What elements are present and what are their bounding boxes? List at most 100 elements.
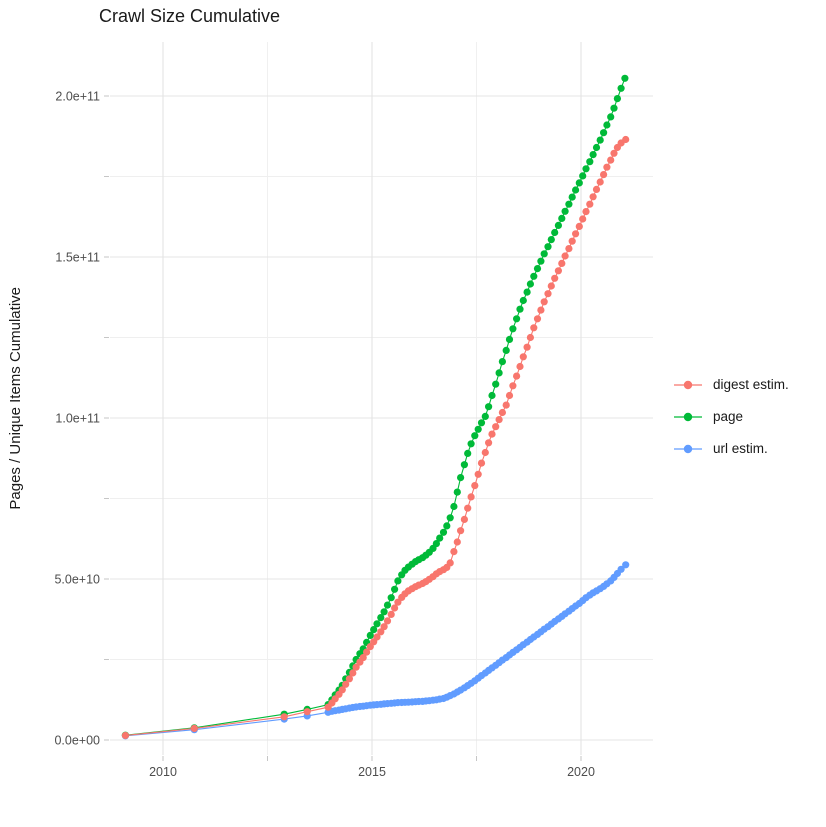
data-point[interactable] (474, 425, 482, 433)
data-point[interactable] (551, 228, 559, 237)
data-point[interactable] (592, 143, 601, 152)
data-point[interactable] (345, 675, 353, 683)
data-point[interactable] (596, 136, 604, 144)
data-point[interactable] (349, 669, 357, 677)
data-point[interactable] (471, 482, 479, 490)
data-point[interactable] (477, 419, 486, 427)
data-point[interactable] (467, 440, 475, 448)
data-point[interactable] (377, 628, 385, 636)
data-point[interactable] (338, 686, 346, 694)
data-point[interactable] (582, 165, 590, 173)
data-point[interactable] (394, 577, 402, 585)
data-point[interactable] (610, 149, 618, 157)
data-point[interactable] (464, 504, 472, 512)
data-point[interactable] (457, 474, 465, 482)
data-point[interactable] (568, 237, 576, 245)
data-point[interactable] (342, 680, 350, 688)
data-point[interactable] (394, 598, 402, 606)
data-point[interactable] (547, 282, 555, 290)
data-point[interactable] (505, 335, 514, 343)
data-point[interactable] (582, 208, 590, 216)
data-point[interactable] (464, 449, 472, 457)
data-point[interactable] (450, 502, 458, 511)
data-point[interactable] (558, 214, 566, 222)
data-point[interactable] (592, 185, 601, 193)
data-point[interactable] (505, 391, 514, 400)
data-point[interactable] (366, 631, 374, 640)
data-point[interactable] (509, 325, 517, 333)
data-point[interactable] (617, 84, 625, 92)
data-point[interactable] (600, 171, 608, 179)
data-point[interactable] (530, 324, 538, 332)
data-point[interactable] (474, 470, 482, 478)
data-point[interactable] (432, 540, 440, 548)
data-point[interactable] (387, 610, 395, 619)
data-point[interactable] (513, 315, 521, 323)
data-point[interactable] (561, 252, 569, 260)
data-point[interactable] (460, 461, 468, 469)
legend-item-url-estim-[interactable]: url estim. (672, 438, 789, 459)
legend-item-page[interactable]: page (672, 406, 789, 427)
data-point[interactable] (554, 267, 563, 275)
data-point[interactable] (446, 559, 454, 567)
data-point[interactable] (540, 250, 548, 258)
data-point[interactable] (565, 200, 573, 208)
data-point[interactable] (453, 488, 461, 496)
data-point[interactable] (523, 343, 531, 351)
data-point[interactable] (495, 416, 503, 424)
data-point[interactable] (363, 648, 371, 656)
data-point[interactable] (610, 104, 618, 112)
data-point[interactable] (495, 369, 503, 377)
data-point[interactable] (446, 514, 454, 522)
data-point[interactable] (622, 135, 630, 144)
data-point[interactable] (516, 362, 524, 371)
data-point[interactable] (613, 95, 622, 103)
data-point[interactable] (498, 358, 506, 366)
data-point[interactable] (579, 172, 587, 180)
data-point[interactable] (558, 259, 566, 267)
data-point[interactable] (565, 245, 573, 253)
data-point[interactable] (568, 193, 576, 201)
data-point[interactable] (373, 620, 381, 628)
data-point[interactable] (280, 713, 288, 721)
data-point[interactable] (453, 538, 461, 546)
data-point[interactable] (540, 298, 548, 306)
data-point[interactable] (526, 333, 535, 342)
data-point[interactable] (537, 306, 545, 314)
data-point[interactable] (516, 305, 524, 313)
data-point[interactable] (526, 280, 535, 288)
data-point[interactable] (596, 178, 604, 186)
data-point[interactable] (586, 200, 594, 208)
data-point[interactable] (621, 74, 629, 82)
data-point[interactable] (502, 401, 510, 409)
data-point[interactable] (533, 265, 542, 273)
data-point[interactable] (603, 121, 611, 129)
data-point[interactable] (380, 608, 388, 616)
data-point[interactable] (519, 296, 527, 305)
data-point[interactable] (519, 353, 527, 361)
data-point[interactable] (383, 601, 392, 609)
data-point[interactable] (575, 222, 583, 230)
data-point[interactable] (513, 372, 521, 380)
data-point[interactable] (572, 186, 580, 194)
data-point[interactable] (377, 614, 385, 622)
data-point[interactable] (547, 236, 555, 244)
data-point[interactable] (370, 626, 378, 634)
legend-item-digest-estim-[interactable]: digest estim. (672, 374, 789, 395)
data-point[interactable] (530, 272, 538, 280)
data-point[interactable] (471, 432, 479, 440)
data-point[interactable] (589, 193, 597, 201)
data-point[interactable] (607, 113, 615, 121)
data-point[interactable] (436, 534, 444, 542)
data-point[interactable] (554, 221, 563, 229)
data-point[interactable] (579, 215, 587, 223)
data-point[interactable] (607, 156, 615, 164)
data-point[interactable] (391, 604, 399, 612)
data-point[interactable] (622, 561, 630, 569)
data-point[interactable] (481, 448, 489, 457)
data-point[interactable] (383, 617, 392, 625)
data-point[interactable] (600, 129, 608, 137)
data-point[interactable] (467, 493, 475, 501)
data-point[interactable] (460, 515, 468, 524)
data-point[interactable] (450, 548, 458, 556)
